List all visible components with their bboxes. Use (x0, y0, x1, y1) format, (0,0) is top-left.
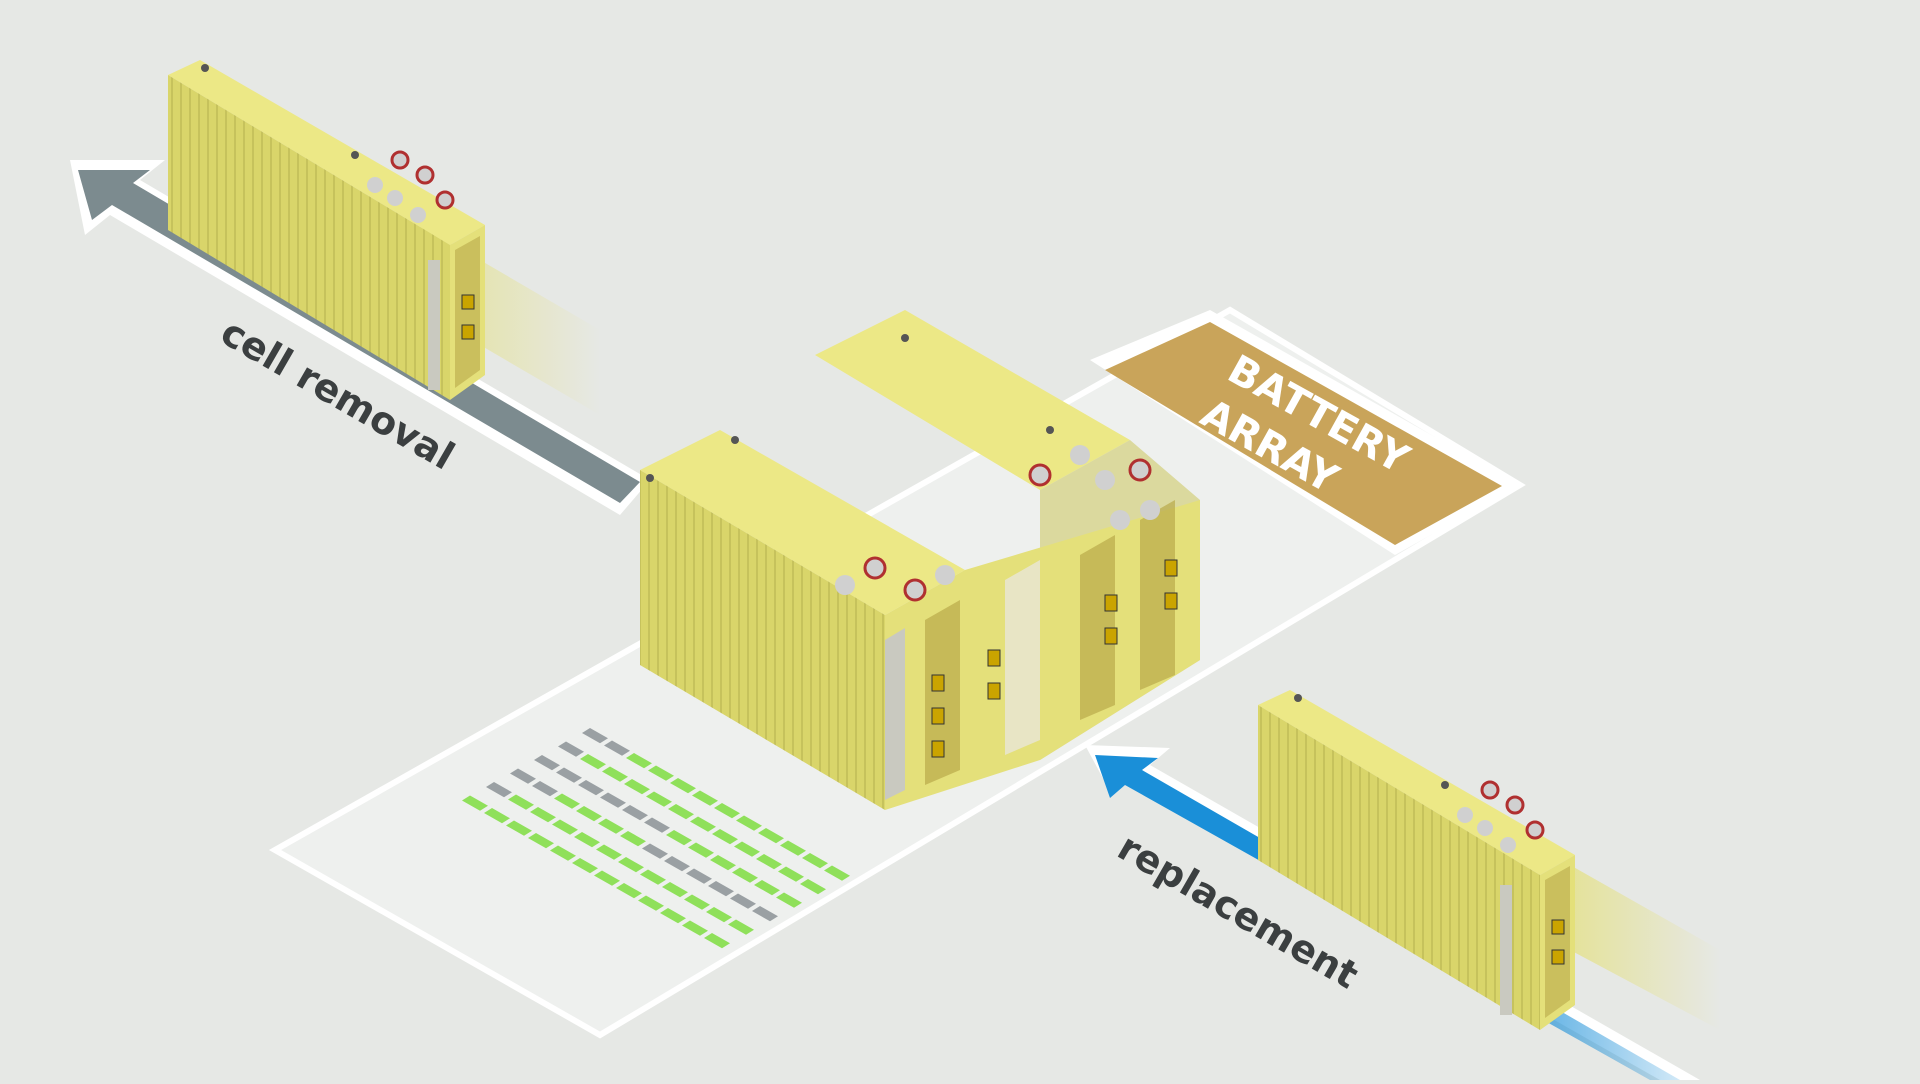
cell-health-indicator (688, 842, 714, 858)
cell-health-indicator (732, 867, 758, 883)
cell-health-indicator (574, 832, 600, 848)
cell-health-indicator (582, 728, 608, 744)
cell-health-indicator (648, 765, 674, 781)
cell-health-indicator (510, 768, 536, 784)
cell-health-indicator (508, 794, 534, 810)
cell-health-indicator (622, 805, 648, 821)
cell-health-indicator (640, 869, 666, 885)
cell-health-indicator (642, 843, 668, 859)
cell-health-indicator (624, 779, 650, 795)
cell-health-indicator (644, 817, 670, 833)
cell-health-indicator (708, 881, 734, 897)
cell-health-indicator (780, 840, 806, 856)
replacement-cell-module (1258, 690, 1720, 1030)
removed-cell-module (168, 60, 600, 415)
cell-health-indicator (704, 933, 730, 949)
cell-health-indicator (670, 778, 696, 794)
cell-health-indicator (552, 819, 578, 835)
cell-health-indicator (730, 893, 756, 909)
cell-health-indicator (484, 808, 510, 824)
cell-health-indicator (778, 866, 804, 882)
cell-health-indicator (462, 795, 488, 811)
cell-health-indicator (664, 856, 690, 872)
cell-health-indicator (572, 858, 598, 874)
cell-health-indicator (662, 882, 688, 898)
cell-health-indicator (486, 782, 512, 798)
cell-health-indicator (756, 854, 782, 870)
cell-health-indicator (506, 820, 532, 836)
cell-health-indicator (598, 818, 624, 834)
cell-health-indicator (580, 754, 606, 770)
cell-health-indicator (714, 803, 740, 819)
cell-health-indicator (556, 767, 582, 783)
cell-health-indicator (596, 844, 622, 860)
cell-health-indicator (530, 807, 556, 823)
cell-health-indicator (686, 868, 712, 884)
cell-health-indicator (550, 845, 576, 861)
cell-health-indicator (682, 920, 708, 936)
cell-health-indicator (646, 791, 672, 807)
cell-health-indicator (532, 781, 558, 797)
cell-health-indicator (736, 815, 762, 831)
cell-health-indicator (618, 857, 644, 873)
cell-health-indicator (734, 841, 760, 857)
cell-health-indicator (754, 880, 780, 896)
cell-health-indicator (558, 741, 584, 757)
cell-health-indicator (752, 906, 778, 922)
cell-health-indicator (758, 828, 784, 844)
cell-health-indicator (684, 894, 710, 910)
cell-health-indicator (594, 870, 620, 886)
cell-health-indicator (668, 804, 694, 820)
cell-health-indicator (706, 907, 732, 923)
cell-health-indicator (576, 806, 602, 822)
cell-health-indicator (800, 879, 826, 895)
cell-health-indicator (534, 755, 560, 771)
cell-health-indicator (802, 853, 828, 869)
cell-health-indicator (554, 793, 580, 809)
cell-health-indicator (660, 908, 686, 924)
cell-health-indicator (600, 792, 626, 808)
cell-health-indicator (690, 816, 716, 832)
cell-health-indicator (776, 892, 802, 908)
cell-health-indicator (528, 833, 554, 849)
cell-health-indicator (602, 766, 628, 782)
cell-health-indicator (616, 883, 642, 899)
cell-health-indicator (728, 919, 754, 935)
main-battery-array (640, 310, 1200, 810)
cell-health-indicator (710, 855, 736, 871)
cell-health-indicator (626, 753, 652, 769)
cell-health-indicator (824, 865, 850, 881)
cell-health-indicator (692, 790, 718, 806)
cell-health-indicator (604, 740, 630, 756)
cell-health-indicator (638, 895, 664, 911)
cell-health-grid (462, 728, 850, 949)
cell-health-indicator (666, 830, 692, 846)
cell-health-indicator (712, 829, 738, 845)
cell-health-indicator (578, 780, 604, 796)
cell-health-indicator (620, 831, 646, 847)
